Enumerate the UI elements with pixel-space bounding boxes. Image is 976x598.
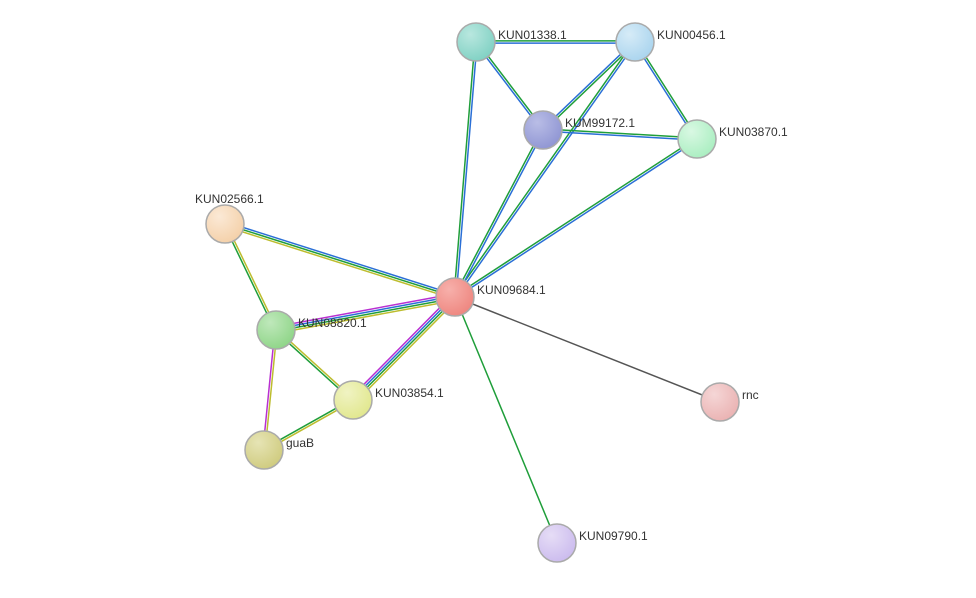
node-circle[interactable] [701,383,739,421]
edge [456,140,698,298]
node-kun03854-1[interactable]: KUN03854.1 [334,381,444,419]
edge [454,41,634,296]
edge [455,297,557,543]
nodes-group: KUN09684.1 KUN01338.1 KUN00456.1 KUM99172.1… [195,23,788,562]
node-circle[interactable] [257,311,295,349]
network-graph: KUN09684.1 KUN01338.1 KUN00456.1 KUM99172.1… [0,0,976,598]
edge [456,43,636,298]
node-circle[interactable] [524,111,562,149]
edge [456,131,544,298]
node-circle[interactable] [678,120,716,158]
node-kun09684-1[interactable]: KUN09684.1 [436,278,546,316]
node-rnc[interactable]: rnc [701,383,759,421]
node-circle[interactable] [616,23,654,61]
node-circle[interactable] [334,381,372,419]
node-kun03870-1[interactable]: KUN03870.1 [678,120,788,158]
node-label: KUN02566.1 [195,192,264,206]
edge [355,299,457,402]
edge [454,138,696,296]
node-label: KUN03854.1 [375,386,444,400]
node-guab[interactable]: guaB [245,431,314,469]
edge [225,224,455,297]
node-circle[interactable] [538,524,576,562]
node-circle[interactable] [436,278,474,316]
node-label: KUN01338.1 [498,28,567,42]
edge [224,226,454,299]
node-kum99172-1[interactable]: KUM99172.1 [524,111,635,149]
node-circle[interactable] [457,23,495,61]
edge [226,222,456,295]
node-label: KUN09684.1 [477,283,546,297]
node-label: KUN03870.1 [719,125,788,139]
edge [454,42,475,297]
node-label: guaB [286,436,314,450]
edge [455,297,720,402]
node-label: KUN09790.1 [579,529,648,543]
node-kun01338-1[interactable]: KUN01338.1 [457,23,567,61]
node-label: rnc [742,388,759,402]
node-circle[interactable] [206,205,244,243]
node-kun00456-1[interactable]: KUN00456.1 [616,23,726,61]
edge [276,296,455,329]
node-circle[interactable] [245,431,283,469]
edge [275,294,454,327]
node-kun09790-1[interactable]: KUN09790.1 [538,524,648,562]
node-label: KUN00456.1 [657,28,726,42]
